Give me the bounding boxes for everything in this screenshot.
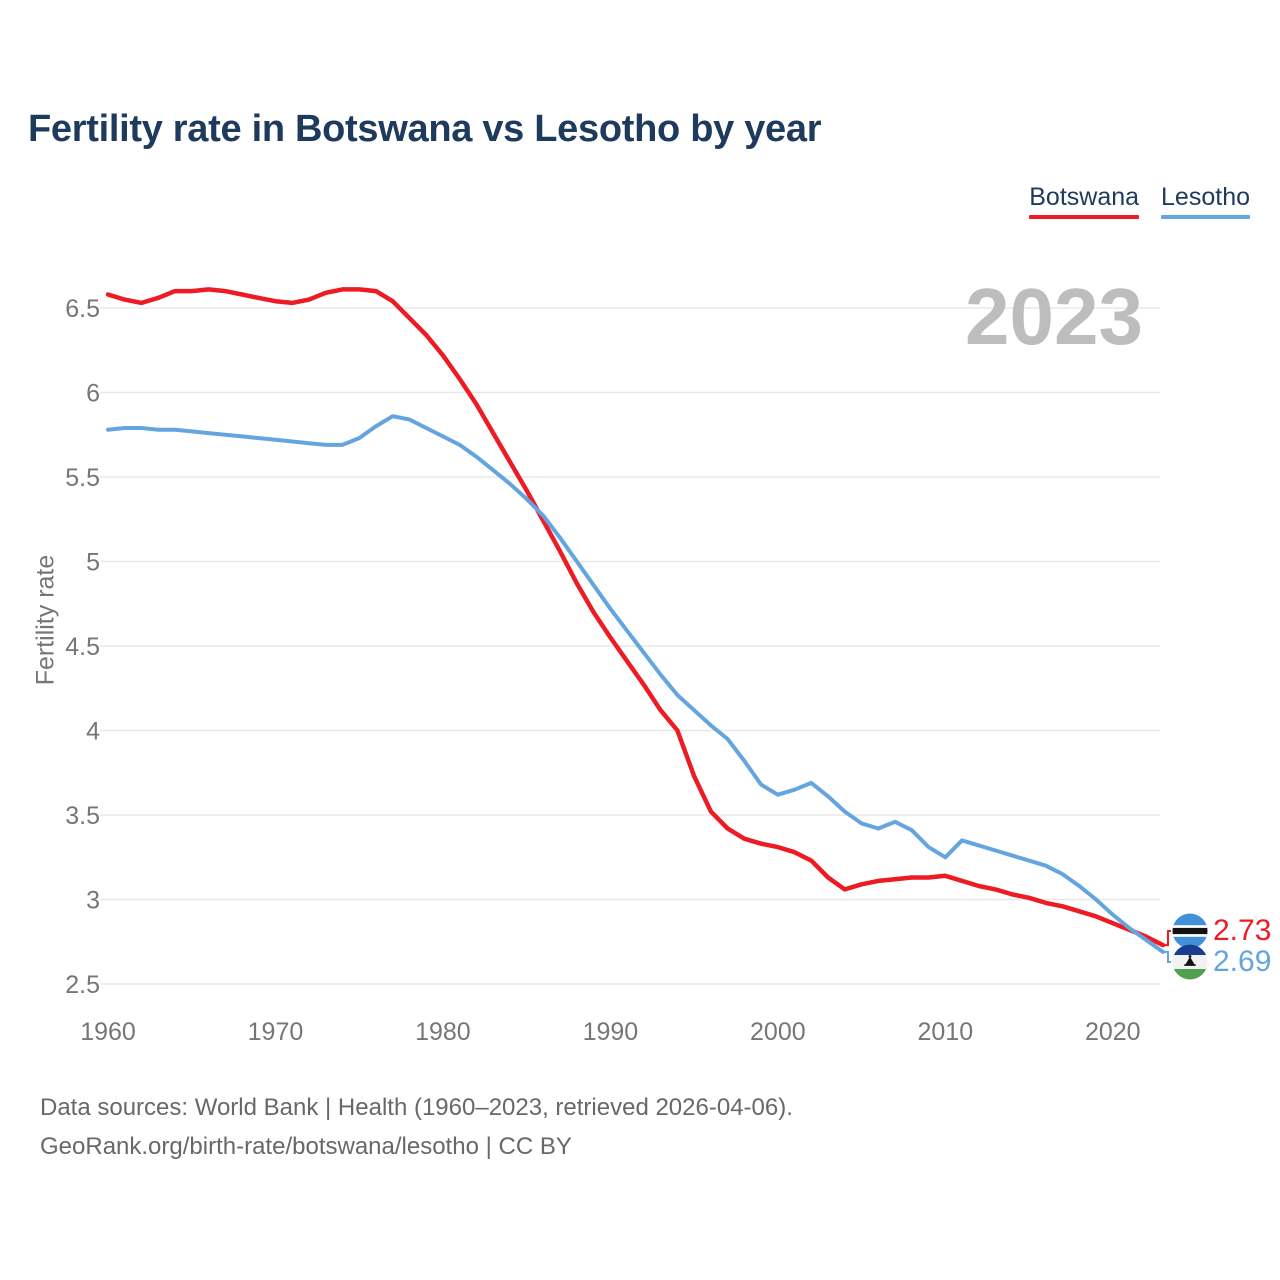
series-line-botswana[interactable] <box>105 287 1166 948</box>
x-tick-label: 2020 <box>1085 1018 1141 1046</box>
y-tick-label: 4 <box>86 718 100 746</box>
legend-label-lesotho: Lesotho <box>1161 183 1250 211</box>
page-title: Fertility rate in Botswana vs Lesotho by… <box>28 108 822 150</box>
source-line-2: GeoRank.org/birth-rate/botswana/lesotho … <box>40 1133 572 1160</box>
legend-label-botswana: Botswana <box>1029 183 1140 211</box>
end-label-connectors <box>1164 930 1171 963</box>
gridlines <box>100 307 1160 985</box>
source-footer: Data sources: World Bank | Health (1960–… <box>40 1088 793 1166</box>
x-tick-label: 1970 <box>248 1018 304 1046</box>
series-line-lesotho[interactable] <box>106 414 1165 954</box>
botswana-flag-icon <box>1172 913 1208 949</box>
x-tick-label: 1990 <box>583 1018 639 1046</box>
y-axis-title: Fertility rate <box>31 554 60 686</box>
y-tick-label: 6 <box>86 380 100 408</box>
lesotho-flag-icon <box>1172 944 1208 980</box>
end-label-botswana: 2.73 <box>1172 913 1271 949</box>
end-value-lesotho: 2.69 <box>1213 945 1272 978</box>
y-tick-label: 5.5 <box>65 464 100 492</box>
y-tick-label: 3.5 <box>65 802 100 830</box>
x-tick-label: 2010 <box>917 1018 973 1046</box>
source-line-1: Data sources: World Bank | Health (1960–… <box>40 1094 793 1121</box>
x-tick-label: 1980 <box>415 1018 471 1046</box>
connector-lesotho <box>1164 950 1171 963</box>
legend: Botswana Lesotho <box>1029 183 1250 219</box>
axis-tick-labels: 6.5 6 5.5 5 4.5 4 3.5 3 2.5 1960 1970 1980 1990 2000 2… <box>65 295 1140 1046</box>
connector-botswana <box>1164 930 1171 947</box>
year-watermark: 2023 <box>965 272 1143 361</box>
end-value-botswana: 2.73 <box>1213 914 1272 947</box>
legend-item-lesotho[interactable]: Lesotho <box>1161 183 1250 219</box>
end-label-lesotho: 2.69 <box>1172 944 1271 980</box>
y-tick-label: 2.5 <box>65 971 100 999</box>
x-tick-label: 2000 <box>750 1018 806 1046</box>
x-tick-label: 1960 <box>80 1018 136 1046</box>
y-tick-label: 4.5 <box>65 633 100 661</box>
y-tick-label: 5 <box>86 549 100 577</box>
legend-underline-lesotho <box>1161 214 1250 219</box>
y-tick-label: 6.5 <box>65 295 100 323</box>
series-lines <box>105 287 1166 954</box>
y-tick-label: 3 <box>86 887 100 915</box>
legend-underline-botswana <box>1029 214 1140 219</box>
legend-item-botswana[interactable]: Botswana <box>1029 183 1140 219</box>
